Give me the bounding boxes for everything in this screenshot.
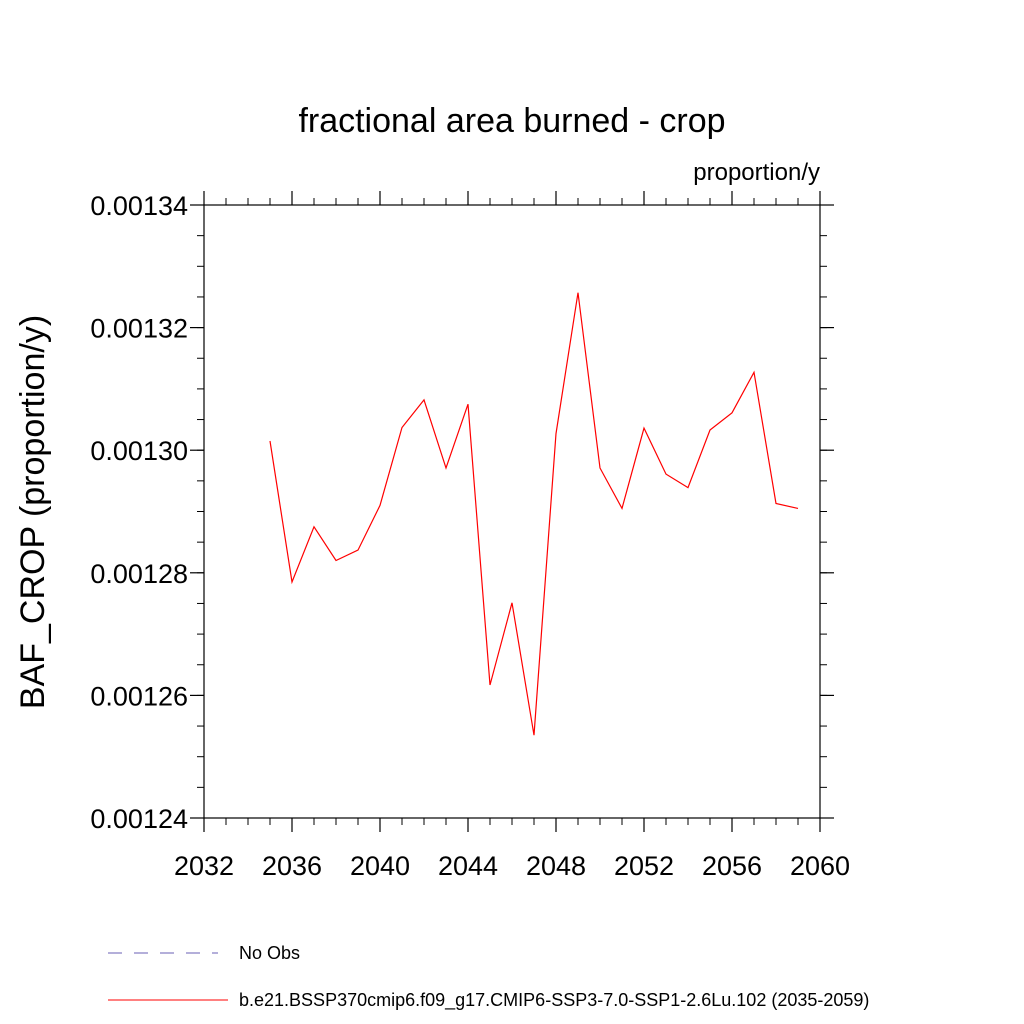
legend: No Obs b.e21.BSSP370cmip6.f09_g17.CMIP6-…	[108, 943, 869, 1011]
x-tick-label: 2052	[614, 851, 674, 881]
x-tick-label: 2032	[174, 851, 234, 881]
x-tick-label: 2056	[702, 851, 762, 881]
y-tick-label: 0.00126	[90, 681, 188, 711]
y-tick-label: 0.00134	[90, 191, 188, 221]
series-lines	[269, 292, 799, 736]
y-tick-label: 0.00130	[90, 436, 188, 466]
major-ticks	[190, 191, 834, 832]
x-tick-label: 2048	[526, 851, 586, 881]
y-tick-label: 0.00132	[90, 314, 188, 344]
x-tick-label: 2044	[438, 851, 498, 881]
plot-frame	[203, 204, 821, 819]
y-tick-label: 0.00128	[90, 559, 188, 589]
legend-no-obs-label: No Obs	[239, 943, 300, 963]
series-line	[269, 292, 799, 736]
legend-series-label: b.e21.BSSP370cmip6.f09_g17.CMIP6-SSP3-7.…	[239, 990, 869, 1011]
x-tick-label: 2060	[790, 851, 850, 881]
tick-labels: 2032 2036 2040 2044 2048 2052 2056 2060 0.00124 0…	[90, 191, 850, 881]
units-label: proportion/y	[693, 159, 820, 186]
y-tick-label: 0.00124	[90, 804, 188, 834]
x-tick-label: 2040	[350, 851, 410, 881]
x-tick-label: 2036	[262, 851, 322, 881]
minor-ticks	[197, 198, 827, 825]
y-axis-label: BAF_CROP (proportion/y)	[14, 315, 52, 709]
chart-title: fractional area burned - crop	[298, 102, 725, 140]
